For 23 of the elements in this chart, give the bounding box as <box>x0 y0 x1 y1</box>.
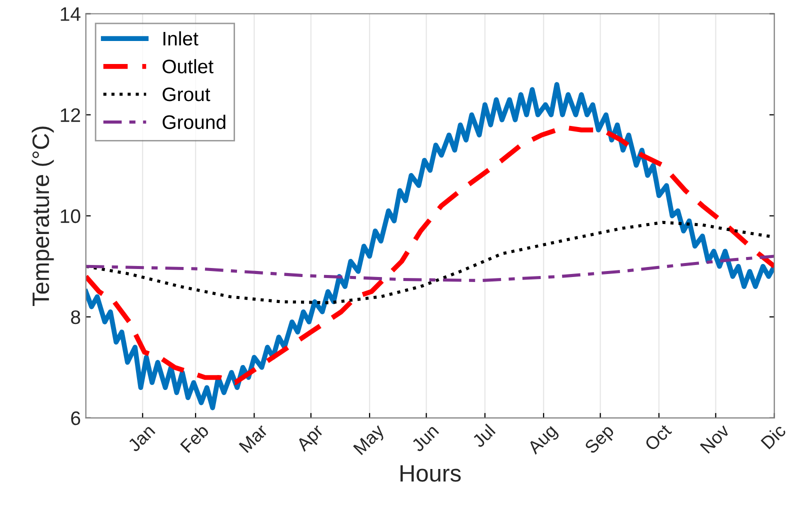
y-tick-label: 14 <box>60 7 80 21</box>
x-tick-label: Aug <box>526 424 560 458</box>
y-tick-label: 12 <box>60 108 80 122</box>
x-tick-label: May <box>353 423 388 458</box>
x-axis-title: Hours <box>400 465 461 482</box>
x-tick-label: Jan <box>127 424 156 453</box>
legend-label: Grout <box>162 87 210 102</box>
legend-label: Inlet <box>163 31 198 46</box>
x-tick-label: Mar <box>238 423 268 454</box>
y-tick-label: 10 <box>60 209 80 224</box>
x-tick-label: Oct <box>644 423 672 452</box>
legend-label: Outlet <box>162 59 214 74</box>
x-tick-label: Jun <box>410 424 440 453</box>
legend-label: Ground <box>162 114 226 130</box>
x-tick-label: Jul <box>471 424 496 448</box>
x-tick-label: Dic <box>760 423 787 450</box>
y-axis-title: Temperature (°C) <box>32 126 54 306</box>
y-tick-label: 6 <box>71 411 80 426</box>
x-tick-label: Nov <box>700 423 730 454</box>
x-tick-label: Apr <box>296 423 327 455</box>
x-tick-label: Feb <box>180 423 210 454</box>
x-tick-label: Sep <box>584 424 618 457</box>
y-tick-label: 8 <box>71 310 80 324</box>
